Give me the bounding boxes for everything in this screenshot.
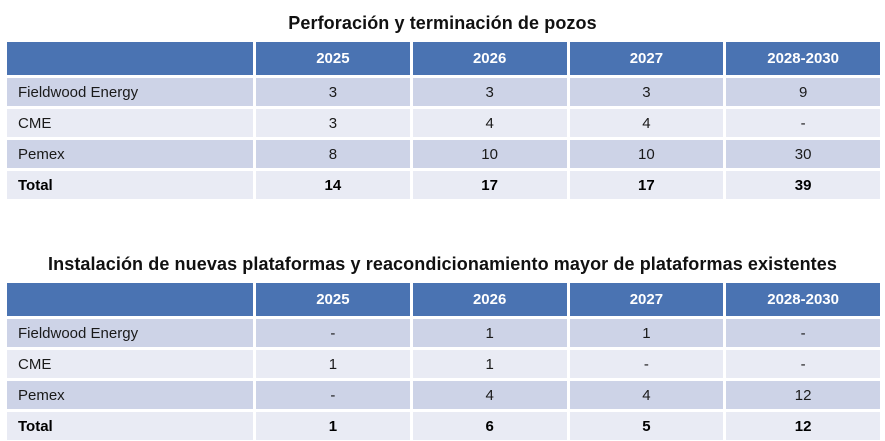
table-title-perforacion: Perforación y terminación de pozos: [288, 13, 597, 33]
header-cell-2028-2030: 2028-2030: [726, 283, 880, 316]
table-cell: 1: [412, 350, 567, 378]
table-cell: 3: [412, 78, 567, 106]
header-cell-empty: [7, 283, 253, 316]
row-label-total: Total: [7, 412, 253, 440]
table-cell-total: 17: [412, 171, 567, 199]
header-cell-2026: 2026: [412, 283, 567, 316]
table-cell-total: 1: [256, 412, 410, 440]
table-cell: -: [256, 319, 410, 347]
header-cell-2027: 2027: [569, 42, 724, 75]
table-cell-total: 39: [726, 171, 880, 199]
table-cell: 10: [412, 140, 567, 168]
table-cell: -: [569, 350, 724, 378]
header-cell-2025: 2025: [256, 283, 410, 316]
row-label-total: Total: [7, 171, 253, 199]
table-title-instalacion: Instalación de nuevas plataformas y reac…: [48, 254, 837, 274]
header-cell-2026: 2026: [412, 42, 567, 75]
row-label: Pemex: [7, 140, 253, 168]
table-cell: -: [256, 381, 410, 409]
table-cell: 10: [569, 140, 724, 168]
table-instalacion: 2025 2026 2027 2028-2030 Fieldwood Energ…: [7, 283, 880, 440]
header-cell-empty: [7, 42, 253, 75]
header-cell-2028-2030: 2028-2030: [726, 42, 880, 75]
table-cell-total: 12: [726, 412, 880, 440]
table-cell: 1: [412, 319, 567, 347]
table-cell-total: 17: [569, 171, 724, 199]
table-cell-total: 6: [412, 412, 567, 440]
table-cell: 4: [412, 109, 567, 137]
table-cell: -: [726, 109, 880, 137]
table-cell-total: 14: [256, 171, 410, 199]
table-block-perforacion: Perforación y terminación de pozos 2025 …: [0, 12, 885, 199]
table-cell: 1: [256, 350, 410, 378]
table-cell: 3: [256, 109, 410, 137]
row-label: Fieldwood Energy: [7, 319, 253, 347]
table-cell: 4: [569, 381, 724, 409]
table-cell: 8: [256, 140, 410, 168]
row-label: Pemex: [7, 381, 253, 409]
row-label: Fieldwood Energy: [7, 78, 253, 106]
header-cell-2025: 2025: [256, 42, 410, 75]
table-cell: -: [726, 350, 880, 378]
table-cell: 9: [726, 78, 880, 106]
table-cell: 12: [726, 381, 880, 409]
table-block-instalacion: Instalación de nuevas plataformas y reac…: [0, 253, 885, 440]
table-cell: 3: [256, 78, 410, 106]
row-label: CME: [7, 350, 253, 378]
table-cell: 1: [569, 319, 724, 347]
table-cell: 4: [412, 381, 567, 409]
table-cell: 30: [726, 140, 880, 168]
table-cell: -: [726, 319, 880, 347]
row-label: CME: [7, 109, 253, 137]
table-perforacion: 2025 2026 2027 2028-2030 Fieldwood Energ…: [7, 42, 880, 199]
table-cell: 3: [569, 78, 724, 106]
table-cell-total: 5: [569, 412, 724, 440]
header-cell-2027: 2027: [569, 283, 724, 316]
table-cell: 4: [569, 109, 724, 137]
